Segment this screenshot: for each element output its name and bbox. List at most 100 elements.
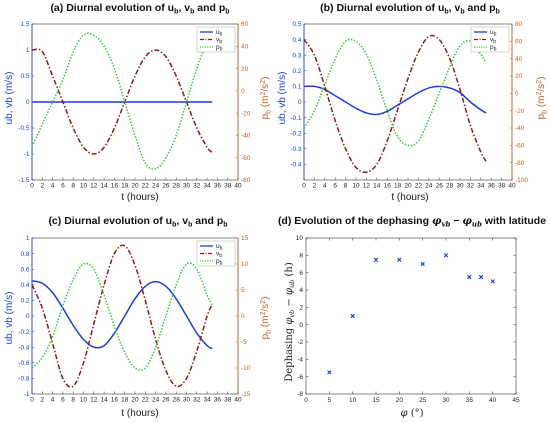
x-tick-label: 15 <box>372 397 380 404</box>
x-tick-label: 36 <box>488 183 496 190</box>
y-left-tick-label: 0.5 <box>292 21 301 28</box>
y-right-tick-label: 0 <box>241 88 245 95</box>
x-tick-label: 36 <box>214 397 222 404</box>
series-line-ub <box>31 280 213 350</box>
scatter-point <box>478 274 484 280</box>
y-tick-label: 2 <box>299 305 303 312</box>
scatter-point <box>373 257 379 262</box>
y-tick-label: -2 <box>297 339 303 346</box>
panel-d-title: (d) Evolution of the dephasing φvb − φub… <box>278 215 546 229</box>
x-tick-label: 0 <box>302 183 306 190</box>
x-tick-label: 40 <box>489 397 497 404</box>
y-left-tick-label: 0 <box>298 99 302 106</box>
x-tick-label: 2 <box>313 183 317 190</box>
x-tick-label: 16 <box>111 397 119 404</box>
x-tick-label: 6 <box>333 183 337 190</box>
y-right-tick-label: 0 <box>515 91 519 98</box>
x-tick-label: 8 <box>71 183 75 190</box>
legend-label-vb: vb <box>490 37 496 46</box>
series-line-vb <box>31 244 213 388</box>
legend-label-vb: vb <box>216 37 222 46</box>
x-tick-label: 40 <box>234 397 242 404</box>
y-left-tick-label: 0 <box>26 99 30 106</box>
y-left-tick-label: 0.8 <box>20 251 29 258</box>
legend-label-ub: ub <box>216 243 223 252</box>
x-tick-label: 45 <box>512 397 520 404</box>
x-tick-label: 28 <box>446 183 454 190</box>
y-left-tick-label: -0.3 <box>290 146 302 153</box>
y-right-tick-label: 40 <box>241 43 249 50</box>
y-right-tick-label: -60 <box>515 143 525 150</box>
panel-c-ylabel-left: ub, vb (m/s) <box>4 292 15 345</box>
x-tick-label: 0 <box>30 183 34 190</box>
panel-b-title: (b) Diurnal evolution of ub, vb and pb <box>320 2 500 16</box>
y-left-tick-label: -0.6 <box>18 360 30 367</box>
legend-label-vb: vb <box>216 251 222 260</box>
x-tick-label: 34 <box>203 183 211 190</box>
x-tick-label: 22 <box>415 183 423 190</box>
y-right-tick-label: -20 <box>241 110 251 117</box>
panel-b-plot: 0 2 4 6 8 10 12 14 16 18 20 22 24 26 28 30 32 34 36 38 40-0.… <box>290 21 528 189</box>
y-tick-label: -6 <box>297 374 303 381</box>
x-tick-label: 30 <box>183 397 191 404</box>
y-tick-label: -4 <box>297 357 303 364</box>
x-tick-label: 5 <box>328 397 332 404</box>
y-left-tick-label: 0.1 <box>292 84 301 91</box>
x-tick-label: 24 <box>425 183 433 190</box>
x-tick-label: 38 <box>224 183 232 190</box>
y-right-tick-label: 80 <box>515 21 523 28</box>
panel-c-xlabel: t (hours) <box>121 408 158 419</box>
plot-frame <box>305 237 517 395</box>
x-tick-label: 6 <box>61 183 65 190</box>
x-tick-label: 16 <box>111 183 119 190</box>
x-tick-label: 8 <box>344 183 348 190</box>
panel-a-plot: 0 2 4 6 8 10 12 14 16 18 20 22 24 26 28 30 32 34 36 38 40-1.… <box>18 21 250 189</box>
x-tick-label: 14 <box>373 183 381 190</box>
y-left-tick-label: 0 <box>26 313 30 320</box>
panel-b-ylabel-left: ub, vb (m/s) <box>277 72 288 125</box>
y-left-tick-label: 0.3 <box>292 52 301 59</box>
x-tick-label: 32 <box>467 183 475 190</box>
y-right-tick-label: 15 <box>241 235 249 242</box>
x-tick-label: 28 <box>173 183 181 190</box>
panel-c-plot: 0 2 4 6 8 10 12 14 16 18 20 22 24 26 28 30 32 34 36 38 40-1-… <box>18 235 250 403</box>
panel-b: (b) Diurnal evolution of ub, vb and pb 0… <box>277 2 549 203</box>
x-tick-label: 18 <box>121 397 129 404</box>
scatter-point <box>443 253 449 258</box>
x-tick-label: 10 <box>80 183 88 190</box>
x-tick-label: 24 <box>152 397 160 404</box>
x-tick-label: 6 <box>61 397 65 404</box>
scatter-point <box>490 279 495 284</box>
series-line-vb <box>303 34 487 174</box>
x-tick-label: 36 <box>214 183 222 190</box>
y-left-tick-label: -0.2 <box>18 329 30 336</box>
scatter-point <box>397 257 402 262</box>
y-left-tick-label: 1 <box>26 47 30 54</box>
x-tick-label: 32 <box>193 183 201 190</box>
y-right-tick-label: 0 <box>241 313 245 320</box>
y-left-tick-label: 0.6 <box>20 266 29 273</box>
panel-a-title: (a) Diurnal evolution of ub, vb and pb <box>50 2 229 16</box>
y-left-tick-label: 0.2 <box>292 68 301 75</box>
y-right-tick-label: -20 <box>515 108 525 115</box>
scatter-point <box>467 274 472 280</box>
panel-c-title: (c) Diurnal evolution of ub, vb and pb <box>48 215 227 229</box>
y-left-tick-label: -0.1 <box>290 115 302 122</box>
series-line-pb <box>31 262 213 372</box>
legend-label-pb: pb <box>216 44 223 53</box>
x-tick-label: 12 <box>363 183 371 190</box>
y-left-tick-label: -0.4 <box>290 162 302 169</box>
x-tick-label: 4 <box>51 183 55 190</box>
y-right-tick-label: 10 <box>241 261 249 268</box>
y-right-tick-label: -40 <box>241 133 251 140</box>
x-tick-label: 8 <box>71 397 75 404</box>
x-tick-label: 18 <box>121 183 129 190</box>
y-right-tick-label: -40 <box>515 125 525 132</box>
x-tick-label: 10 <box>80 397 88 404</box>
panel-a-ylabel-right: pb (m2/s2) <box>260 77 273 120</box>
x-tick-label: 26 <box>162 397 170 404</box>
panel-d: (d) Evolution of the dephasing φvb − φub… <box>278 215 546 419</box>
x-tick-label: 38 <box>224 397 232 404</box>
y-tick-label: -8 <box>297 391 303 398</box>
